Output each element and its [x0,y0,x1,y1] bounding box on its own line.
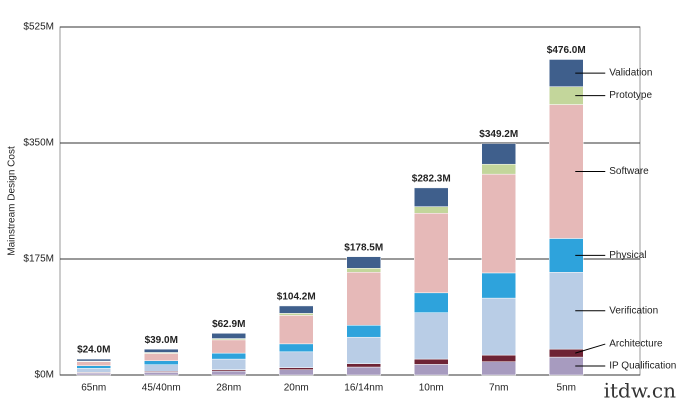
legend-label: Validation [609,68,652,79]
total-label: $24.0M [77,345,110,356]
y-tick-label: $175M [23,254,54,265]
bar-segment [414,292,449,313]
legend-label: Prototype [609,90,652,101]
bar-segment [144,348,179,353]
bar-segment [144,364,179,372]
bar-segment [211,358,246,370]
legend-label: Physical [609,250,646,261]
total-label: $62.9M [212,319,245,330]
bar-segment [549,348,584,358]
bar-segment [211,339,246,354]
bar-segment [279,343,314,353]
y-tick-label: $525M [23,22,54,33]
bar-segment [211,333,246,339]
legend-leader [575,343,606,354]
total-label: $39.0M [145,335,178,346]
bar-segment [279,367,314,370]
y-tick-label: $0M [35,370,54,381]
bar-segment [279,351,314,368]
y-axis-label: Mainstream Design Cost [7,146,18,256]
bar-segment [279,369,314,376]
bar-segment [346,325,381,338]
bar-segment [414,312,449,360]
bar-segment [414,213,449,294]
bar-segment [211,352,246,360]
legend-label: IP Qualification [609,361,676,372]
bar-segment [346,363,381,368]
bar-segment [414,206,449,214]
bar-segment [414,364,449,376]
bar-segment [414,187,449,207]
total-label: $282.3M [412,174,451,185]
bar-segment [481,173,516,274]
bar-segment [346,256,381,269]
x-tick-label: 20nm [284,383,309,394]
bar-segment [76,361,111,366]
bar-segment [76,358,111,362]
bar-segment [279,305,314,314]
bar-segment [346,366,381,376]
total-label: $178.5M [344,242,383,253]
bar-segment [346,268,381,273]
x-tick-label: 5nm [557,383,576,394]
y-tick-label: $350M [23,138,54,149]
total-label: $104.2M [277,292,316,303]
legend-label: Verification [609,305,658,316]
bar-segment [76,372,111,376]
legend-label: Architecture [609,339,663,350]
bar-segment [76,368,111,373]
bar-segment [346,336,381,364]
bar-segment [481,297,516,356]
total-label: $476.0M [547,45,586,56]
x-tick-label: 28nm [216,383,241,394]
bar-segment [279,315,314,345]
legend-label: Software [609,166,649,177]
bar-segment [481,354,516,362]
x-tick-label: 10nm [419,383,444,394]
x-tick-label: 65nm [81,383,106,394]
bar-segment [144,372,179,376]
total-label: $349.2M [479,129,518,140]
bar-segment [481,361,516,376]
bar-segment [211,370,246,376]
bar-segment [414,358,449,365]
bar-segment [144,360,179,365]
bar-segment [481,163,516,175]
x-tick-label: 7nm [489,383,508,394]
bar-segment [346,272,381,326]
x-tick-label: 45/40nm [142,383,181,394]
bar-segment [144,353,179,361]
bar-segment [481,143,516,165]
watermark: itdw.cn [604,379,677,403]
bar-segment [481,272,516,299]
bar-segment [279,313,314,316]
x-tick-label: 16/14nm [344,383,383,394]
bar-segment [76,365,111,369]
